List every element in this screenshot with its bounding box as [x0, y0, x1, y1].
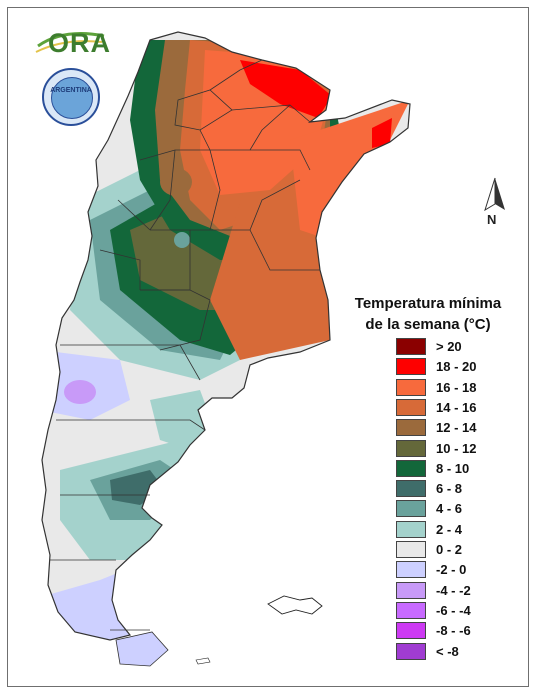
legend-item: -6 - -4 [396, 601, 526, 622]
legend-label: 10 - 12 [436, 440, 477, 456]
legend-title: Temperatura mínima de la semana (°C) [328, 293, 528, 335]
legend-item: -8 - -6 [396, 622, 526, 642]
legend-item: -2 - 0 [396, 561, 526, 581]
seal-text: ARGENTINA [50, 87, 92, 94]
legend-item: 18 - 20 [396, 358, 526, 378]
legend-title-line2: de la semana (°C) [365, 316, 491, 333]
legend-item: 4 - 6 [396, 500, 526, 520]
small-island [195, 657, 211, 665]
legend-swatch [396, 601, 426, 619]
legend-label: 18 - 20 [436, 359, 477, 375]
legend-label: -6 - -4 [436, 602, 471, 618]
legend-swatch [396, 581, 426, 599]
tierra-del-fuego [115, 631, 169, 667]
legend-swatch [396, 520, 426, 538]
legend-swatch [396, 439, 426, 457]
legend-swatch [396, 358, 426, 376]
legend-label: > 20 [436, 339, 462, 354]
legend-swatch [396, 642, 426, 660]
legend-label: 16 - 18 [436, 379, 477, 395]
legend-item: 2 - 4 [396, 520, 526, 541]
legend-label: 8 - 10 [436, 460, 470, 476]
legend-item: 6 - 8 [396, 480, 526, 500]
legend-label: -2 - 0 [436, 562, 467, 578]
ora-logo-icon [35, 32, 105, 53]
legend-swatch [396, 480, 426, 498]
legend-label: 12 - 14 [436, 420, 477, 436]
legend-item: -4 - -2 [396, 581, 526, 602]
government-seal-icon: ARGENTINA [42, 68, 100, 126]
legend-swatch [396, 500, 426, 518]
legend-item: 8 - 10 [396, 459, 526, 480]
legend-item: > 20 [396, 338, 526, 358]
legend-item: 12 - 14 [396, 419, 526, 439]
north-label: N [487, 212, 497, 227]
legend-label: 14 - 16 [436, 399, 477, 415]
north-arrow-icon [484, 177, 505, 212]
legend-item: 0 - 2 [396, 541, 526, 561]
malvinas-islands [267, 595, 323, 615]
legend-label: 6 - 8 [436, 481, 463, 497]
legend-swatch [396, 378, 426, 396]
province-boundaries [50, 59, 320, 631]
country-outline [41, 31, 411, 641]
legend-swatch [396, 622, 426, 640]
legend-label: < -8 [436, 643, 459, 659]
legend-label: 4 - 6 [436, 501, 463, 517]
legend-swatch [396, 561, 426, 579]
logo-text: ORA [48, 28, 111, 58]
legend-swatch [396, 398, 426, 416]
legend-item: 16 - 18 [396, 378, 526, 399]
legend-label: 0 - 2 [436, 542, 463, 557]
legend-item: < -8 [396, 642, 526, 663]
legend-title-line1: Temperatura mínima [354, 295, 502, 312]
legend-label: 2 - 4 [436, 521, 463, 537]
legend-swatch [396, 338, 426, 355]
legend-swatch [396, 541, 426, 558]
legend-swatch [396, 419, 426, 437]
legend-label: -4 - -2 [436, 582, 471, 598]
legend-item: 14 - 16 [396, 398, 526, 419]
legend-swatch [396, 459, 426, 477]
legend-label: -8 - -6 [436, 623, 471, 639]
legend-item: 10 - 12 [396, 439, 526, 460]
